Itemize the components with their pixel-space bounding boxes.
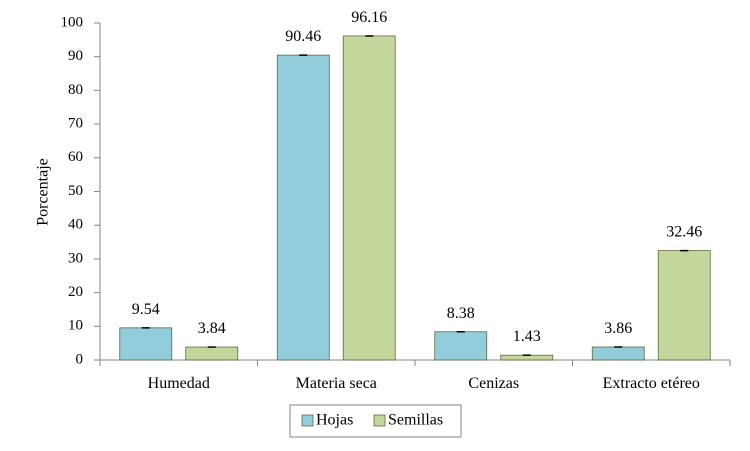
legend: Hojas Semillas [289, 404, 462, 438]
y-tick-label: 70 [68, 116, 83, 132]
y-tick-label: 20 [68, 284, 83, 300]
bar-hojas [119, 327, 173, 361]
bar-semillas [657, 250, 711, 361]
data-label: 32.46 [666, 224, 702, 241]
y-tick-label: 80 [68, 82, 83, 98]
bar-hojas [591, 346, 645, 361]
y-tick-label: 60 [68, 149, 83, 165]
y-axis-title: Porcentaje [35, 158, 52, 226]
bar-semillas [342, 35, 396, 361]
bar-group: 9.54 3.84 90.46 96.16 8.38 1.43 3.86 32.46 [119, 9, 711, 361]
y-tick-label: 50 [68, 183, 83, 199]
data-label: 3.86 [604, 320, 632, 337]
y-tick-label: 90 [68, 48, 83, 64]
category-label: Extracto etéreo [603, 375, 700, 392]
bar-hojas [276, 54, 330, 361]
legend-label: Semillas [388, 412, 443, 429]
data-label: 9.54 [132, 301, 160, 318]
legend-label: Hojas [316, 412, 353, 429]
data-label: 3.84 [198, 320, 226, 337]
y-tick-label: 30 [68, 250, 83, 266]
category-labels: Humedad Materia seca Cenizas Extracto etére… [99, 360, 731, 392]
y-tick-label: 100 [61, 14, 84, 30]
legend-swatch [373, 414, 386, 427]
y-tick-label: 0 [76, 351, 84, 367]
data-label: 1.43 [513, 328, 541, 345]
y-tick-label: 40 [68, 217, 83, 233]
y-axis-ticks: 0 10 20 30 40 50 60 70 80 90 100 [61, 14, 100, 367]
y-tick-label: 10 [68, 318, 83, 334]
data-label: 90.46 [285, 28, 321, 45]
category-label: Materia seca [296, 375, 377, 392]
data-label: 8.38 [447, 305, 475, 322]
bar-hojas [434, 331, 488, 361]
category-label: Humedad [148, 375, 210, 392]
legend-swatch [301, 414, 314, 427]
bar-semillas [185, 346, 239, 361]
data-label: 96.16 [351, 9, 387, 26]
category-label: Cenizas [468, 375, 519, 392]
